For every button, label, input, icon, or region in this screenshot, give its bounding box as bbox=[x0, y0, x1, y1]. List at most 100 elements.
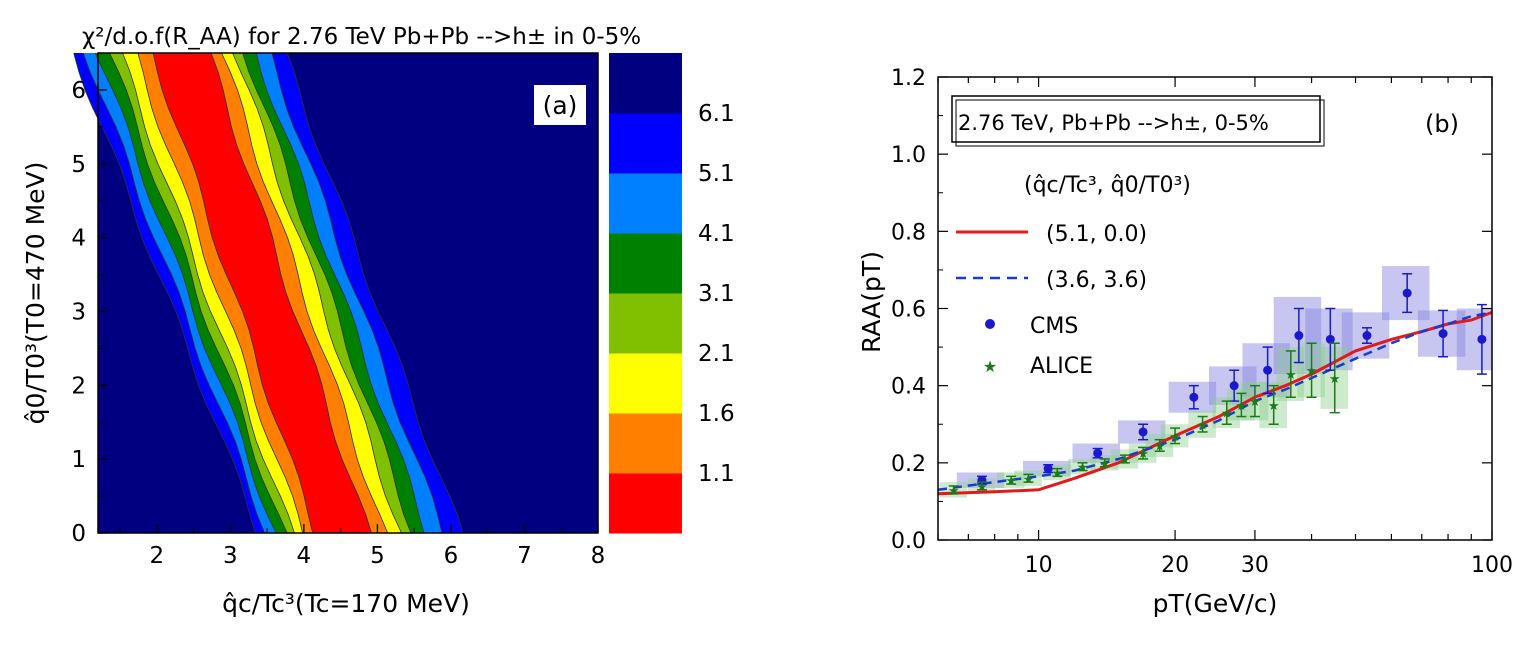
point-alice: ★ bbox=[1137, 447, 1149, 462]
x-tick-label-a: 4 bbox=[297, 543, 312, 569]
point-alice: ★ bbox=[1197, 418, 1209, 433]
panel-b-curves bbox=[938, 310, 1492, 496]
y-tick-label-a: 1 bbox=[71, 447, 86, 473]
legend-label-blue: (3.6, 3.6) bbox=[1046, 268, 1147, 293]
colorbar bbox=[609, 53, 682, 534]
panel-a-ylabel: q̂0/T0³(T0=470 MeV) bbox=[21, 162, 50, 425]
contour-line-left-1 bbox=[137, 52, 303, 534]
point-cms bbox=[1402, 288, 1412, 298]
point-alice: ★ bbox=[1236, 399, 1248, 414]
colorbar-label: 1.6 bbox=[698, 401, 735, 427]
point-alice: ★ bbox=[1221, 407, 1233, 422]
point-cms bbox=[1438, 329, 1448, 339]
x-tick-label-b: 100 bbox=[1471, 553, 1513, 578]
panel-b-syst-bands bbox=[939, 266, 1492, 498]
legend-label-cms: CMS bbox=[1030, 314, 1078, 339]
contour-line-left-6 bbox=[73, 52, 256, 534]
y-tick-label-b: 0.2 bbox=[891, 452, 926, 477]
contour-line-left-2 bbox=[122, 52, 295, 534]
point-alice: ★ bbox=[1268, 399, 1280, 414]
colorbar-swatch-4 bbox=[609, 233, 682, 294]
y-tick-label-a: 6 bbox=[71, 78, 86, 104]
point-cms bbox=[1263, 365, 1273, 375]
panel-a-label-box bbox=[534, 85, 586, 125]
y-tick-label-b: 0.8 bbox=[891, 220, 926, 245]
panel-b-raa: ★ ★ ★ ★ ★ ★ ★ ★ ★★★★★★ ★ ★★ ★★ 10 20 30 1000.00.20.40.… bbox=[857, 66, 1513, 618]
point-cms bbox=[1362, 331, 1372, 341]
contour-line-right-5 bbox=[271, 52, 443, 534]
panel-b-label: (b) bbox=[1425, 110, 1459, 138]
panel-b-xlabel: pT(GeV/c) bbox=[1153, 589, 1278, 618]
point-alice: ★ bbox=[1285, 368, 1297, 383]
legend-marker-cms bbox=[985, 319, 995, 329]
point-cms bbox=[1138, 427, 1148, 437]
point-alice: ★ bbox=[1023, 472, 1035, 487]
panel-a-xlabel: q̂c/Tc³(Tc=170 MeV) bbox=[222, 589, 470, 618]
legend-marker-alice: ★ bbox=[983, 357, 997, 376]
y-tick-label-b: 1.0 bbox=[891, 143, 926, 168]
y-tick-label-b: 1.2 bbox=[891, 66, 926, 91]
point-cms bbox=[1093, 448, 1103, 458]
x-tick-label-a: 8 bbox=[591, 543, 606, 569]
colorbar-swatch-1 bbox=[609, 413, 682, 474]
point-alice: ★ bbox=[1119, 453, 1131, 468]
point-alice: ★ bbox=[1169, 430, 1181, 445]
panel-a-tick-labels: 2 3 4 5 6 7 8 0 1 2 3 4 5 6 bbox=[71, 78, 605, 569]
x-tick-label-a: 3 bbox=[223, 543, 238, 569]
colorbar-label: 1.1 bbox=[698, 461, 735, 487]
x-tick-label-b: 20 bbox=[1161, 553, 1189, 578]
colorbar-label: 3.1 bbox=[698, 281, 735, 307]
x-tick-label-b: 10 bbox=[1025, 553, 1053, 578]
point-alice: ★ bbox=[1099, 457, 1111, 472]
panel-a-title: χ²/d.o.f(R_AA) for 2.76 TeV Pb+Pb -->h± … bbox=[82, 24, 641, 50]
colorbar-label: 2.1 bbox=[698, 341, 735, 367]
panel-b-tick-labels: 10 20 30 100 0.0 0.2 0.4 0.6 0.8 1.0 1.2 bbox=[891, 66, 1513, 578]
point-cms bbox=[1229, 381, 1239, 391]
annotation-box-shadow bbox=[955, 99, 1325, 147]
y-tick-label-a: 3 bbox=[71, 299, 86, 325]
y-tick-label-b: 0.4 bbox=[891, 375, 926, 400]
point-cms bbox=[1477, 334, 1487, 344]
colorbar-swatch-5 bbox=[609, 173, 682, 234]
contour-line-right-3 bbox=[242, 52, 412, 534]
y-tick-label-a: 5 bbox=[71, 152, 86, 178]
point-alice: ★ bbox=[1249, 395, 1261, 410]
point-cms bbox=[1325, 334, 1335, 344]
point-alice: ★ bbox=[948, 484, 960, 499]
point-alice: ★ bbox=[1154, 439, 1166, 454]
point-cms bbox=[1294, 331, 1304, 341]
contour-line-right-1 bbox=[221, 52, 389, 534]
legend-label-red: (5.1, 0.0) bbox=[1046, 222, 1147, 247]
point-alice: ★ bbox=[1052, 466, 1064, 481]
colorbar-labels: 1.1 1.6 2.1 3.1 4.1 5.1 6.1 bbox=[698, 101, 735, 487]
point-alice: ★ bbox=[1077, 461, 1089, 476]
point-alice: ★ bbox=[1329, 372, 1341, 387]
panel-a-heatmap: 2 3 4 5 6 7 8 0 1 2 3 4 5 6 χ²/d.o.f(R_AA) for 2.76 T… bbox=[21, 24, 735, 618]
panel-b-ylabel: RAA(pT) bbox=[857, 251, 886, 353]
x-tick-label-a: 7 bbox=[517, 543, 532, 569]
colorbar-swatch-6 bbox=[609, 113, 682, 174]
colorbar-label: 4.1 bbox=[698, 221, 735, 247]
contour-line-left-5 bbox=[82, 52, 266, 534]
panel-a-label: (a) bbox=[543, 91, 578, 120]
colorbar-label: 6.1 bbox=[698, 101, 735, 127]
legend-label-alice: ALICE bbox=[1030, 354, 1093, 379]
curve-(3.6, 3.6) bbox=[938, 311, 1492, 492]
contour-line-left-3 bbox=[109, 52, 288, 534]
colorbar-swatch-7 bbox=[609, 53, 682, 114]
x-tick-label-a: 6 bbox=[444, 543, 459, 569]
y-tick-label-a: 0 bbox=[71, 521, 86, 547]
point-alice: ★ bbox=[1306, 364, 1318, 379]
y-tick-label-b: 0.6 bbox=[891, 298, 926, 323]
panel-b-annotation: 2.76 TeV, Pb+Pb -->h±, 0-5% bbox=[958, 111, 1269, 135]
heatmap-band-level-0 bbox=[153, 53, 372, 533]
point-alice: ★ bbox=[1005, 474, 1017, 489]
contour-line-right-2 bbox=[232, 52, 402, 534]
heatmap-fills bbox=[73, 53, 598, 533]
legend-header: (q̂c/Tc³, q̂0/T0³) bbox=[1024, 173, 1191, 198]
contour-line-right-6 bbox=[286, 52, 464, 534]
x-tick-label-a: 2 bbox=[150, 543, 165, 569]
point-cms bbox=[1189, 392, 1199, 402]
contour-line-left-0 bbox=[152, 52, 314, 534]
